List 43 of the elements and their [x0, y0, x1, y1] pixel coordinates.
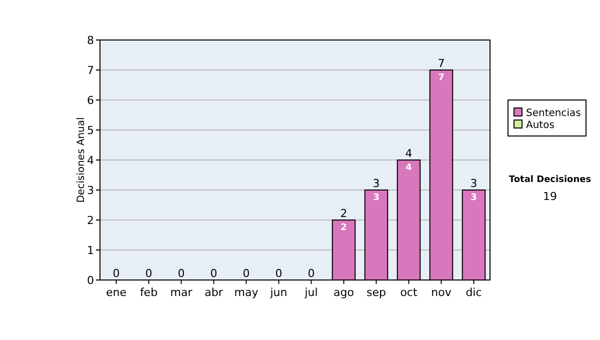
x-tick-label: may [234, 286, 259, 299]
x-tick-label: feb [140, 286, 158, 299]
total-label: 3 [372, 177, 380, 190]
x-tick-label: mar [170, 286, 193, 299]
x-tick-label: sep [366, 286, 386, 299]
x-tick-label: jun [269, 286, 288, 299]
total-label: 0 [275, 267, 282, 280]
total-label: 4 [405, 147, 412, 160]
x-tick-label: dic [466, 286, 482, 299]
total-label: 0 [308, 267, 315, 280]
y-tick-label: 7 [87, 64, 94, 77]
total-label: 3 [470, 177, 478, 190]
y-tick-label: 1 [87, 244, 94, 257]
total-label: 0 [178, 267, 185, 280]
total-label: 0 [145, 267, 152, 280]
data-label: 2 [340, 223, 347, 233]
y-tick-label: 5 [87, 124, 94, 137]
total-label: 7 [438, 57, 445, 70]
total-label: 0 [112, 267, 120, 280]
legend-label: Sentencias [526, 108, 581, 119]
x-tick-label: nov [431, 286, 452, 299]
y-tick-label: 0 [87, 274, 94, 287]
legend-label: Autos [526, 120, 554, 131]
data-label: 3 [470, 193, 477, 203]
total-label: 0 [210, 267, 218, 280]
data-label: 7 [438, 73, 444, 83]
x-tick-label: ago [334, 286, 354, 299]
x-tick-label: abr [204, 286, 224, 299]
y-tick-label: 2 [87, 214, 94, 227]
x-tick-label: jul [304, 286, 318, 299]
y-axis-title: Decisiones Anual [76, 117, 87, 203]
total-label: 2 [340, 207, 348, 220]
text: Total Decisiones [508, 175, 592, 185]
y-tick-label: 6 [87, 94, 94, 107]
data-label: 3 [373, 193, 380, 203]
x-tick-label: oct [400, 286, 418, 299]
y-tick-label: 4 [87, 154, 94, 167]
y-tick-label: 3 [87, 184, 94, 197]
y-tick-label: 8 [87, 34, 94, 47]
total-label: 0 [242, 267, 250, 280]
text: 19 [543, 190, 557, 203]
x-tick-label: ene [106, 286, 127, 299]
data-label: 4 [406, 163, 412, 173]
